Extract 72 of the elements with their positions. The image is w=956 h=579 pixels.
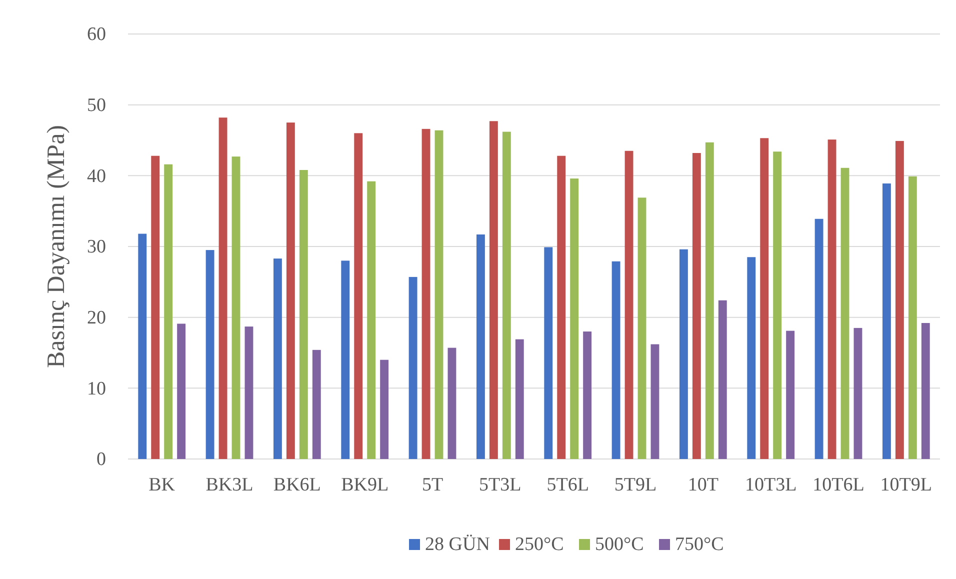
y-axis-title: Basınç Dayanımı (MPa) [43, 124, 70, 368]
y-tick-label: 0 [96, 449, 106, 470]
bar [476, 234, 485, 459]
x-tick-label: BK3L [206, 474, 254, 496]
legend-label: 250°C [515, 534, 564, 555]
x-tick-label: BK [148, 474, 176, 496]
bar [232, 156, 240, 459]
bar [921, 323, 930, 459]
bar [299, 170, 308, 459]
x-tick-label: 5T9L [614, 474, 657, 496]
bar [650, 344, 660, 459]
bar [786, 330, 795, 459]
bar [570, 178, 579, 459]
bar [854, 328, 862, 459]
y-tick-label: 40 [87, 166, 106, 187]
x-tick-label: 10T9L [880, 474, 932, 496]
bar [705, 142, 714, 459]
bar [895, 140, 904, 459]
y-tick-label: 10 [87, 378, 106, 400]
bar [434, 130, 444, 459]
bar [273, 258, 282, 459]
y-tick-label: 50 [87, 94, 106, 116]
x-tick-label: BK9L [341, 474, 389, 496]
bar [718, 300, 727, 459]
bar [692, 153, 701, 459]
bar [624, 150, 634, 459]
x-tick-label: 5T [422, 474, 444, 496]
bar [773, 152, 782, 459]
bar [760, 138, 769, 459]
bar [840, 168, 850, 459]
y-tick-label: 60 [87, 24, 106, 46]
bar [908, 176, 917, 459]
bar [367, 181, 376, 459]
x-tick-label: 10T [688, 474, 719, 496]
x-tick-label: BK6L [273, 474, 321, 496]
bar [747, 257, 756, 459]
bar [489, 121, 498, 459]
bar [341, 260, 350, 459]
y-tick-label: 20 [87, 307, 106, 328]
bar [286, 122, 295, 459]
legend-label: 500°C [595, 534, 644, 555]
legend-label: 28 GÜN [425, 534, 490, 555]
bar [151, 156, 160, 459]
bar [882, 183, 891, 459]
bar [206, 250, 214, 459]
bar [138, 234, 147, 459]
bar [448, 348, 456, 459]
bar [828, 140, 836, 459]
x-tick-label: 10T3L [744, 474, 797, 496]
x-tick-label: 10T6L [812, 474, 864, 496]
bar [408, 276, 418, 459]
bar [557, 156, 566, 459]
x-tick-label: 5T3L [479, 474, 522, 496]
bar [312, 350, 321, 459]
bar [544, 247, 553, 459]
bar [679, 249, 688, 459]
y-tick-label: 30 [87, 236, 106, 258]
x-tick-label: 5T6L [546, 474, 589, 496]
bar [380, 360, 389, 459]
bar [354, 133, 363, 459]
bar [177, 324, 186, 459]
bar [515, 339, 524, 459]
bar [612, 261, 620, 459]
bar [638, 198, 646, 459]
bar [244, 326, 254, 459]
bar [218, 118, 228, 459]
bar [814, 218, 824, 459]
bar [422, 128, 430, 459]
bar [164, 164, 173, 459]
bar [583, 332, 592, 459]
bar [502, 132, 511, 459]
legend-label: 750°C [675, 534, 724, 555]
